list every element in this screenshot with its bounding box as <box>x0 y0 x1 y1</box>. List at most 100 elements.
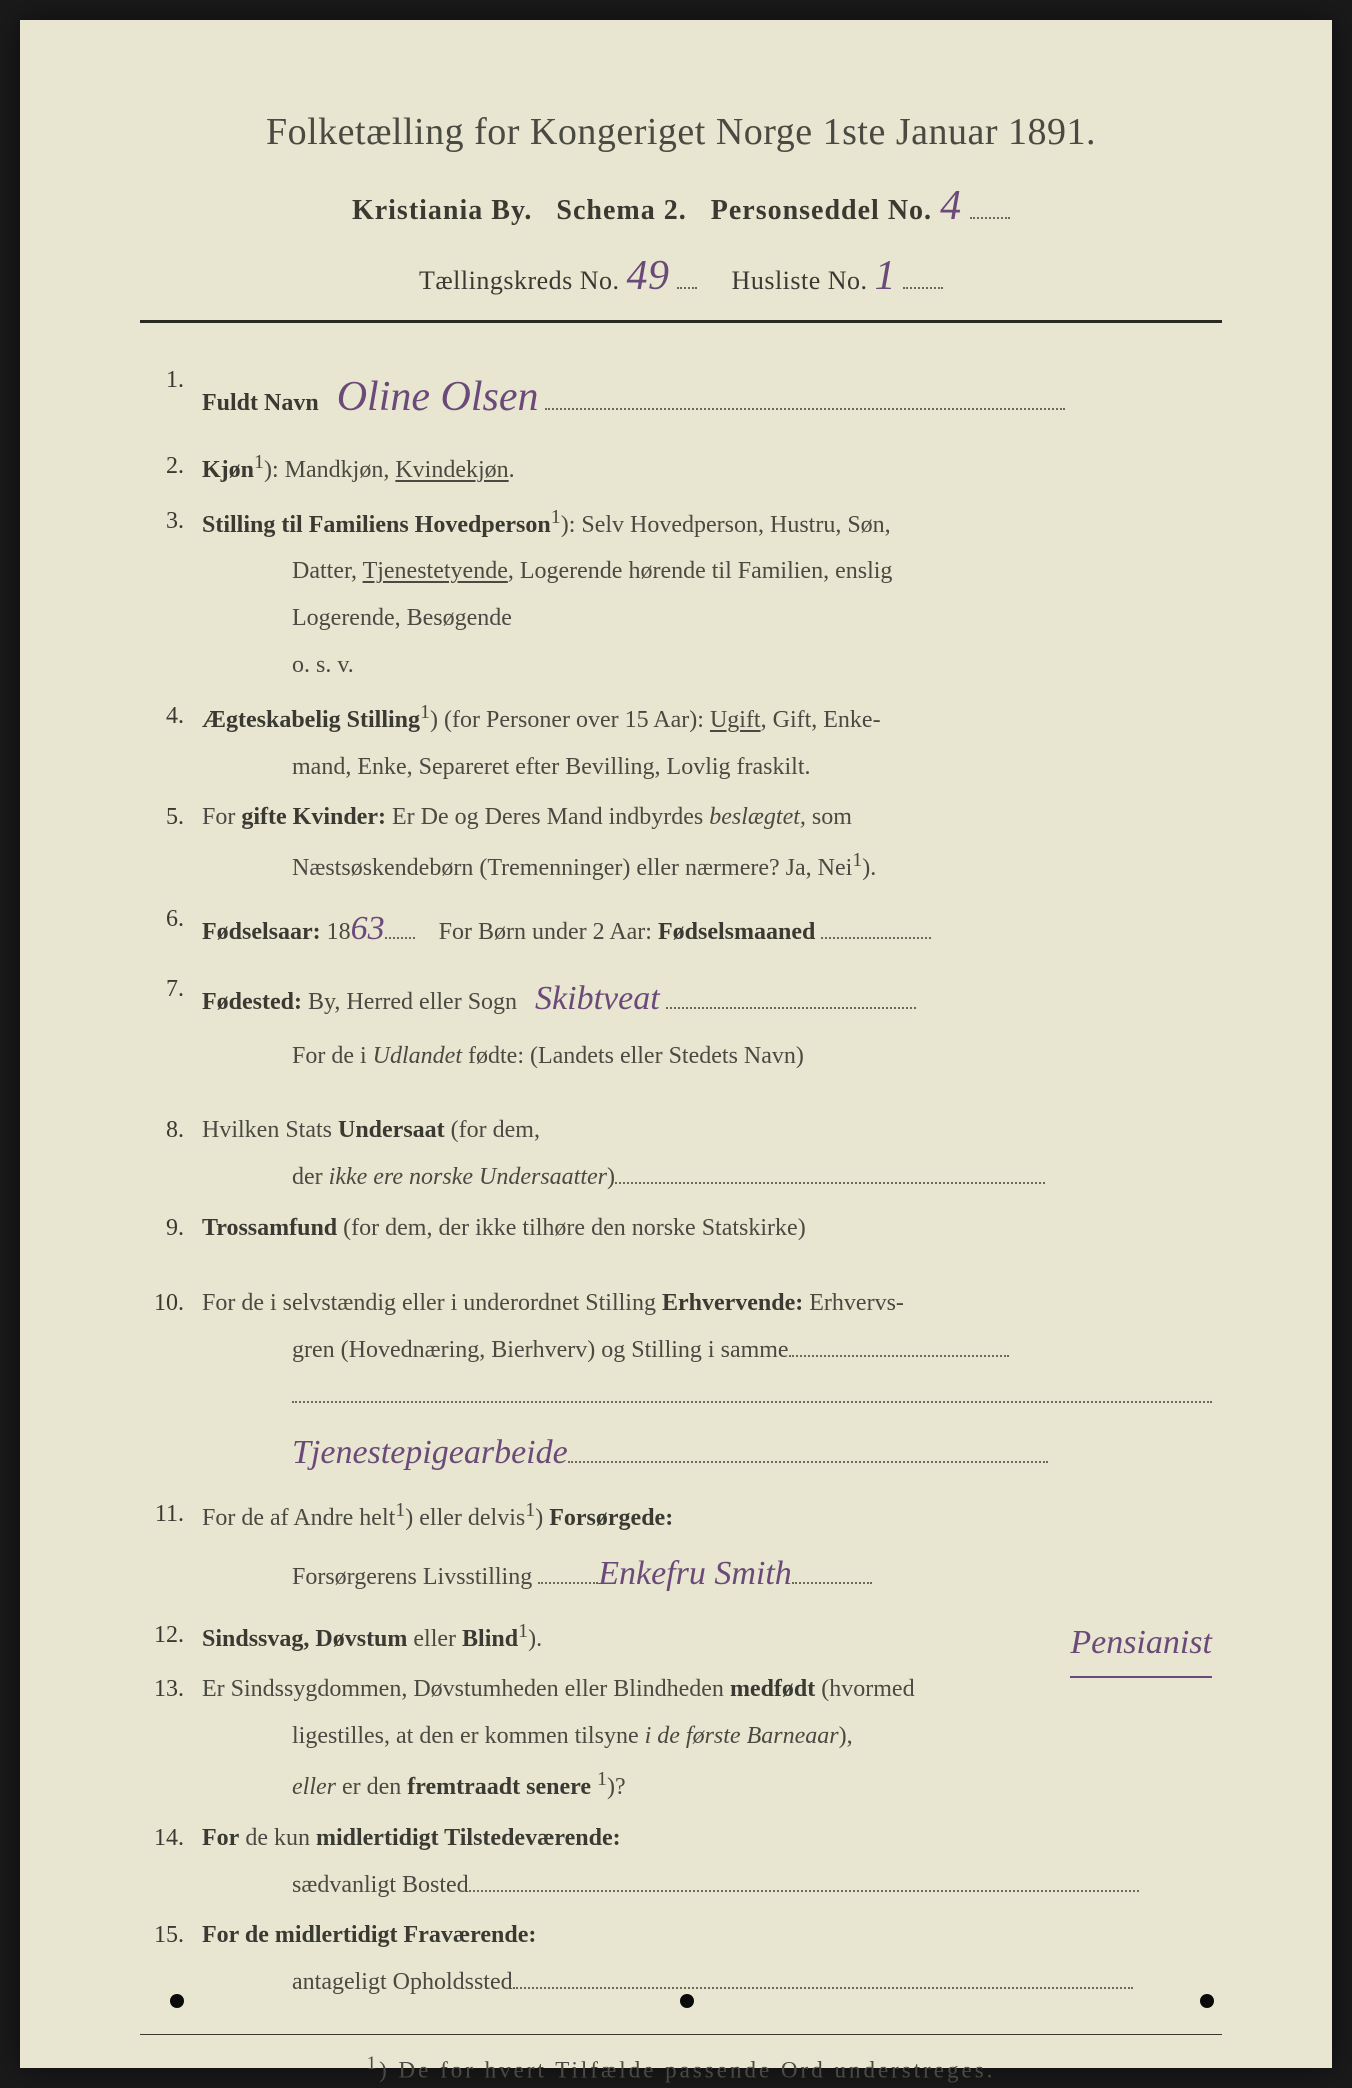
field-6: 6. Fødselsaar: 1863 For Børn under 2 Aar… <box>140 896 1222 962</box>
personseddel-label: Personseddel No. <box>711 195 932 226</box>
selected-value: Tjenestetyende <box>363 558 508 584</box>
selected-value: Kvindekjøn <box>395 457 508 483</box>
italic-text: Udlandet <box>373 1043 462 1069</box>
field-13: 13. Er Sindssygdommen, Døvstumheden elle… <box>140 1666 1222 1810</box>
field-label: For de midlertidigt Fraværende: <box>202 1922 536 1948</box>
text: ): Selv Hovedperson, Hustru, Søn, <box>561 512 891 538</box>
text: , Gift, Enke- <box>761 707 881 733</box>
punch-hole <box>1200 1994 1214 2008</box>
text: mand, Enke, Separeret efter Bevilling, L… <box>202 744 1222 791</box>
text: ). <box>862 855 876 881</box>
field-label: Fødested: <box>202 989 302 1015</box>
form-body: 1. Fuldt Navn Oline Olsen 2. Kjøn1): Man… <box>140 357 1222 2006</box>
field-label: medfødt <box>730 1676 815 1702</box>
text: , Logerende hørende til Familien, enslig <box>508 558 893 584</box>
field-label: Sindssvag, Døvstum <box>202 1626 407 1652</box>
text: (for dem, <box>445 1117 540 1143</box>
field-num: 14. <box>140 1815 202 1909</box>
provider-value: Enkefru Smith <box>598 1541 792 1607</box>
italic-text: i de første Barneaar <box>645 1723 839 1749</box>
text: er den <box>336 1774 407 1800</box>
kreds-no: 49 <box>627 252 670 300</box>
schema-label: Schema 2. <box>556 195 686 226</box>
field-label: Fødselsmaaned <box>658 919 815 945</box>
text: . <box>509 457 515 483</box>
text: ): Mandkjøn, <box>264 457 395 483</box>
field-label: fremtraadt senere <box>407 1774 591 1800</box>
field-4: 4. Ægteskabelig Stilling1) (for Personer… <box>140 693 1222 791</box>
text: For de af Andre helt <box>202 1505 395 1531</box>
divider-bottom <box>140 2034 1222 2035</box>
text: som <box>806 804 852 830</box>
provider-status-value: Pensianist <box>1070 1610 1212 1678</box>
footnote-text: ) De for hvert Tilfælde passende Ord und… <box>379 2058 995 2083</box>
text: For Børn under 2 Aar: <box>439 919 652 945</box>
field-num: 2. <box>140 443 202 494</box>
field-num: 15. <box>140 1912 202 2006</box>
sup: 1 <box>254 451 264 473</box>
punch-hole <box>170 1994 184 2008</box>
field-num: 13. <box>140 1666 202 1810</box>
field-8: 8. Hvilken Stats Undersaat (for dem, der… <box>140 1107 1222 1201</box>
text: gren (Hovednæring, Bierhverv) og Stillin… <box>292 1337 789 1363</box>
text: ) eller delvis <box>405 1505 525 1531</box>
text: ) <box>607 1164 615 1190</box>
field-15: 15. For de midlertidigt Fraværende: anta… <box>140 1912 1222 2006</box>
field-3: 3. Stilling til Familiens Hovedperson1):… <box>140 498 1222 689</box>
personseddel-no: 4 <box>940 182 962 230</box>
field-num: 12. <box>140 1612 202 1663</box>
field-label: Stilling til Familiens Hovedperson <box>202 512 551 538</box>
text: o. s. v. <box>202 642 1222 689</box>
text: (for dem, der ikke tilhøre den norske St… <box>337 1215 806 1241</box>
name-value: Oline Olsen <box>337 357 539 439</box>
field-num: 4. <box>140 693 202 791</box>
census-form-page: Folketælling for Kongeriget Norge 1ste J… <box>20 20 1332 2068</box>
text: ) <box>535 1505 549 1531</box>
sup: 1 <box>597 1768 607 1790</box>
field-label: Fødselsaar: <box>202 919 321 945</box>
text: For de i selvstændig eller i underordnet… <box>202 1290 662 1316</box>
text: Datter, <box>292 558 363 584</box>
field-label: Ægteskabelig Stilling <box>202 707 420 733</box>
main-title: Folketælling for Kongeriget Norge 1ste J… <box>140 110 1222 154</box>
field-1: 1. Fuldt Navn Oline Olsen <box>140 357 1222 439</box>
occupation-value: Tjenestepigearbeide <box>292 1420 568 1486</box>
text: eller <box>407 1626 462 1652</box>
birth-year: 63 <box>351 896 385 962</box>
field-num: 1. <box>140 357 202 439</box>
field-num: 8. <box>140 1107 202 1201</box>
punch-hole <box>680 1994 694 2008</box>
field-12: 12. Sindssvag, Døvstum eller Blind1). Pe… <box>140 1612 1222 1663</box>
text: de kun <box>239 1825 316 1851</box>
field-7: 7. Fødested: By, Herred eller Sogn Skibt… <box>140 966 1222 1079</box>
field-label: midlertidigt Tilstedeværende: <box>316 1825 621 1851</box>
sup: 1 <box>525 1499 535 1521</box>
field-14: 14. For de kun midlertidigt Tilstedevære… <box>140 1815 1222 1909</box>
city-label: Kristiania By. <box>352 195 532 226</box>
subtitle-row: Kristiania By. Schema 2. Personseddel No… <box>140 182 1222 230</box>
italic-text: beslægtet, <box>709 804 806 830</box>
italic-text: ikke ere norske Undersaatter <box>329 1164 607 1190</box>
text: antageligt Opholdssted <box>292 1969 513 1995</box>
field-num: 10. <box>140 1280 202 1487</box>
field-label: Kjøn <box>202 457 254 483</box>
sup: 1 <box>367 2053 380 2074</box>
field-num: 7. <box>140 966 202 1079</box>
sup: 1 <box>395 1499 405 1521</box>
text: Logerende, Besøgende <box>202 595 1222 642</box>
text: For <box>202 804 241 830</box>
field-label: Trossamfund <box>202 1215 337 1241</box>
footnote: 1) De for hvert Tilfælde passende Ord un… <box>140 2053 1222 2084</box>
field-10: 10. For de i selvstændig eller i underor… <box>140 1280 1222 1487</box>
husliste-label: Husliste No. <box>732 266 868 295</box>
field-5: 5. For gifte Kvinder: Er De og Deres Man… <box>140 794 1222 892</box>
field-9: 9. Trossamfund (for dem, der ikke tilhør… <box>140 1205 1222 1252</box>
text: Forsørgerens Livsstilling <box>292 1564 532 1590</box>
text: fødte: (Landets eller Stedets Navn) <box>462 1043 804 1069</box>
field-label: Blind <box>462 1626 518 1652</box>
field-num: 3. <box>140 498 202 689</box>
text: ), <box>839 1723 853 1749</box>
husliste-no: 1 <box>875 252 897 300</box>
text: Er De og Deres Mand indbyrdes <box>386 804 709 830</box>
text: (hvormed <box>815 1676 914 1702</box>
